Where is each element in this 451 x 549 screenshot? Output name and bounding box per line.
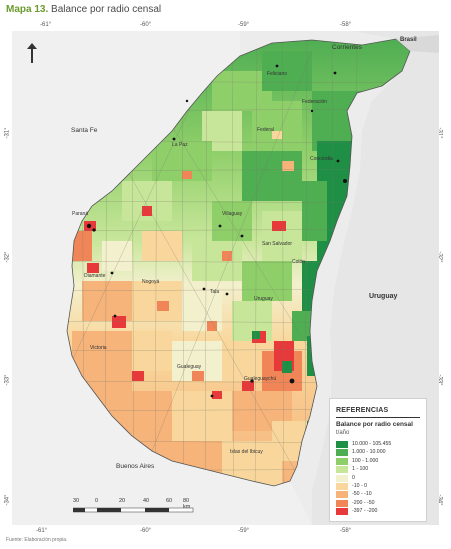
legend-item: -397 - -200 (336, 508, 422, 516)
footnote: Fuente: Elaboración propia. (6, 537, 68, 543)
city-san-salvador: San Salvador (262, 241, 293, 247)
legend-label: 1.000 - 10.000 (352, 449, 386, 456)
city-concordia: Concordia (310, 156, 333, 162)
legend-label: -397 - -200 (352, 508, 378, 515)
city-diamante: Diamante (84, 273, 106, 279)
coord-bottom-1: -61° (36, 528, 48, 534)
coord-top-3: -59° (238, 22, 250, 28)
coord-left-2: -32° (4, 251, 11, 263)
city-villaguay: Villaguay (222, 211, 243, 217)
label-corrientes: Corrientes (332, 44, 362, 51)
scale-tick-1: 0 (95, 498, 99, 504)
legend-box: REFERENCIAS Balance por radio censal t/a… (329, 398, 427, 522)
legend-unit: t/año (336, 430, 350, 436)
legend-title: REFERENCIAS (336, 407, 389, 414)
legend-swatch (336, 466, 348, 474)
city-uruguay: Uruguay (254, 296, 273, 302)
coord-top-4: -58° (340, 22, 352, 28)
map-title: Mapa 13. Balance por radio censal (6, 4, 161, 15)
legend-label: 0 (352, 474, 355, 481)
city-federacion: Federación (302, 99, 328, 105)
legend-swatch (336, 457, 348, 465)
label-santa-fe: Santa Fe (71, 127, 98, 134)
scale-tick-4: 60 (166, 498, 173, 504)
coord-bottom-2: -60° (140, 528, 152, 534)
label-brasil: Brasil (400, 37, 417, 43)
city-markers (86, 64, 347, 398)
coord-bottom-4: -58° (340, 528, 352, 534)
legend-label: 10.000 - 105.455 (352, 441, 392, 447)
brasil-land (396, 35, 439, 53)
legend-swatch (336, 508, 348, 516)
legend-label: -10 - 0 (352, 483, 367, 489)
legend-item: -10 - 0 (336, 483, 422, 491)
city-feliciano: Feliciano (267, 71, 288, 77)
legend-item: 100 - 1.000 (336, 457, 422, 466)
scale-tick-5: 80 km (183, 498, 191, 510)
neighbor-land (12, 31, 312, 525)
scale-bar: 30 0 20 40 60 80 km (72, 498, 197, 518)
legend-item: -200 - -50 (336, 499, 422, 508)
legend-subtitle: Balance por radio censal (336, 421, 413, 428)
legend-divider (336, 417, 420, 418)
province-border (66, 38, 411, 487)
city-parana: Paraná (72, 211, 89, 217)
scale-tick-2: 20 (119, 498, 126, 504)
legend-item: 0 (336, 474, 422, 483)
legend-label: -200 - -50 (352, 499, 375, 506)
legend-item: 10.000 - 105.455 (336, 441, 422, 449)
city-la-paz: La Paz (172, 142, 188, 148)
city-federal: Federal (257, 127, 274, 133)
coord-left-4: -34° (4, 494, 11, 506)
scale-tick-0: 30 (73, 498, 80, 504)
legend-swatch (336, 491, 348, 499)
legend-swatch (336, 474, 348, 482)
legend-label: 1 - 100 (352, 466, 369, 473)
coord-bottom-3: -59° (238, 528, 250, 534)
city-gualeguay: Gualeguay (177, 364, 202, 370)
city-gualeguaychu: Gualeguaychú (244, 376, 277, 382)
map-title-text: Balance por radio censal (51, 4, 162, 15)
scale-tick-3: 40 (143, 498, 150, 504)
city-colon: Colón (292, 259, 306, 265)
coord-top-1: -61° (40, 22, 52, 28)
legend-item: 1 - 100 (336, 466, 422, 474)
legend-swatch (336, 449, 348, 457)
coord-top-2: -60° (140, 22, 152, 28)
legend-label: -50 - -10 (352, 491, 372, 498)
legend-swatch (336, 441, 348, 448)
label-uruguay: Uruguay (369, 293, 398, 300)
legend-swatch (336, 499, 348, 507)
legend-item: 1.000 - 10.000 (336, 449, 422, 457)
city-tala: Tala (210, 289, 220, 295)
map-title-prefix: Mapa 13. (6, 4, 49, 15)
city-victoria: Victoria (90, 345, 107, 351)
legend-swatch (336, 483, 348, 490)
legend-label: 100 - 1.000 (352, 457, 379, 464)
label-buenos-aires: Buenos Aires (116, 463, 155, 470)
coord-left-3: -33° (4, 374, 11, 386)
north-arrow-icon (26, 42, 38, 69)
legend-item: -50 - -10 (336, 491, 422, 499)
city-nogoya: Nogoyá (142, 279, 160, 285)
coord-left-1: -31° (4, 127, 11, 139)
city-islas-del-ibicuy: Islas del Ibicuy (230, 449, 263, 455)
